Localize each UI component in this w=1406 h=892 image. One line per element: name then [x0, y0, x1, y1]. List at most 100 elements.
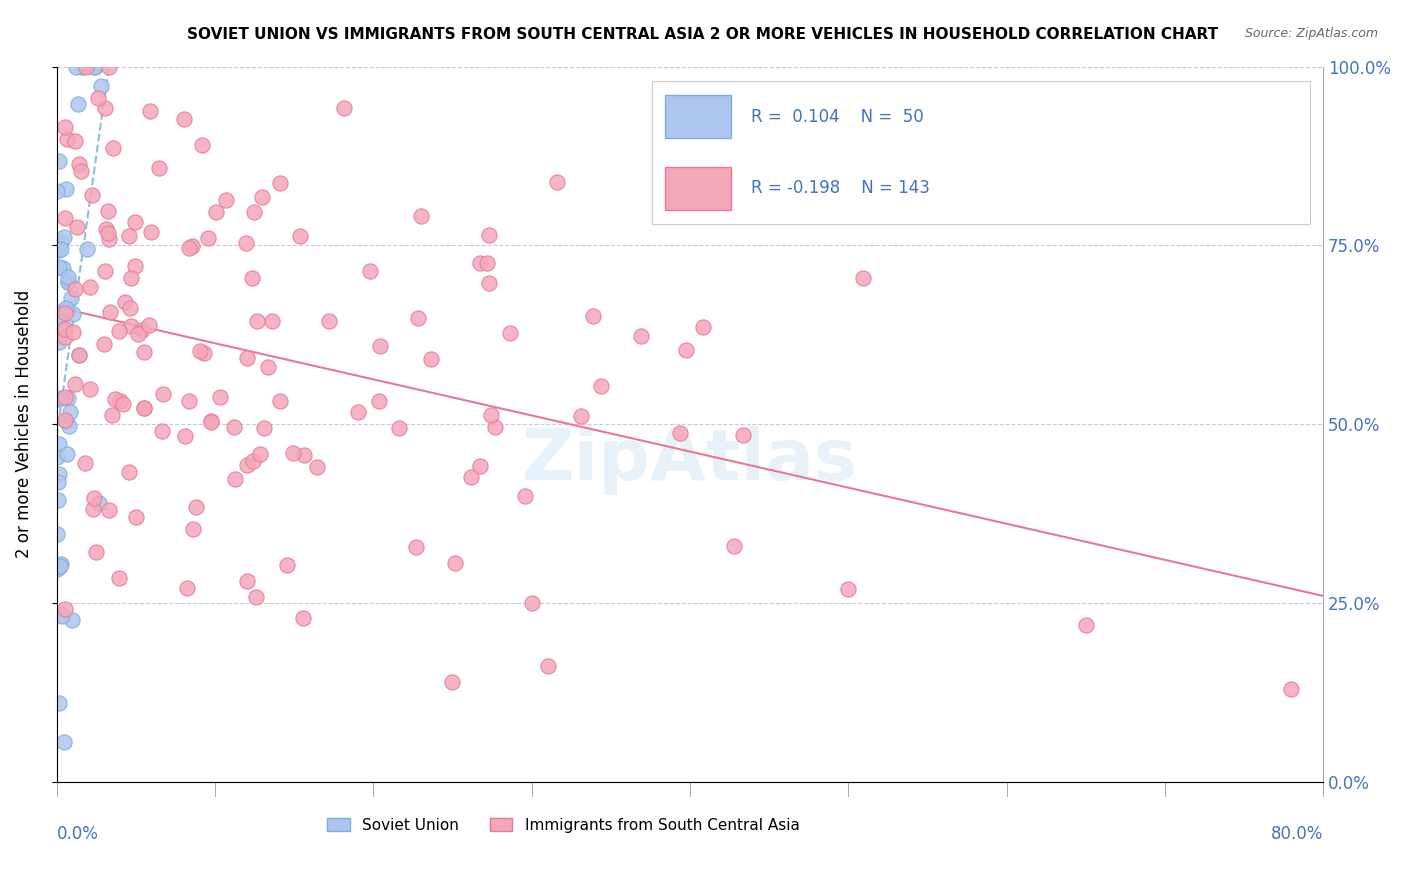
Point — [420, 351, 443, 366]
Point — [405, 540, 427, 554]
Point — [62, 325, 84, 339]
Point — [138, 318, 160, 333]
Point — [692, 320, 714, 334]
Point — [53, 306, 76, 320]
Point — [479, 408, 502, 422]
Point — [208, 390, 231, 404]
Point — [179, 393, 201, 408]
Point — [181, 522, 204, 536]
Point — [346, 405, 368, 419]
Point — [63, 377, 86, 392]
Point — [569, 409, 592, 423]
Point — [46, 450, 69, 465]
Point — [249, 447, 271, 461]
Legend: Soviet Union, Immigrants from South Central Asia: Soviet Union, Immigrants from South Cent… — [321, 812, 806, 838]
Point — [581, 309, 603, 323]
Point — [222, 419, 245, 434]
Point — [52, 322, 75, 336]
Point — [127, 326, 149, 341]
Point — [224, 472, 246, 486]
Point — [53, 322, 76, 336]
Point — [46, 493, 69, 508]
Point — [176, 581, 198, 595]
Point — [79, 382, 101, 396]
Point — [94, 222, 117, 236]
Point — [200, 415, 222, 429]
Point — [76, 243, 98, 257]
Point — [179, 240, 201, 254]
Point — [80, 187, 103, 202]
Point — [269, 394, 291, 409]
Point — [359, 264, 381, 278]
Point — [307, 460, 329, 475]
Point — [55, 301, 77, 315]
Point — [152, 386, 174, 401]
Point — [188, 344, 211, 359]
Point — [65, 60, 87, 74]
Point — [408, 311, 430, 326]
Point — [111, 397, 134, 411]
Point — [235, 236, 257, 251]
Point — [388, 421, 411, 435]
Point — [93, 337, 115, 351]
Point — [318, 313, 340, 327]
Point — [69, 348, 91, 362]
Point — [141, 225, 163, 239]
Point — [97, 203, 120, 218]
Point — [100, 409, 122, 423]
Point — [48, 313, 70, 327]
Text: Source: ZipAtlas.com: Source: ZipAtlas.com — [1244, 27, 1378, 40]
Point — [107, 324, 129, 338]
Point — [235, 574, 257, 588]
Point — [46, 527, 69, 541]
Point — [537, 658, 560, 673]
Point — [1074, 617, 1097, 632]
Point — [291, 611, 314, 625]
Point — [48, 334, 70, 349]
Point — [103, 141, 125, 155]
Point — [478, 277, 501, 291]
Point — [292, 448, 315, 462]
Point — [252, 421, 274, 435]
Point — [630, 329, 652, 343]
Point — [45, 392, 67, 406]
Point — [520, 596, 543, 610]
Point — [546, 175, 568, 189]
Point — [513, 489, 536, 503]
Point — [62, 307, 84, 321]
Point — [83, 60, 105, 74]
Y-axis label: 2 or more Vehicles in Household: 2 or more Vehicles in Household — [15, 290, 32, 558]
Point — [118, 229, 141, 244]
Point — [51, 609, 73, 624]
Point — [53, 329, 76, 343]
Point — [731, 428, 754, 442]
Point — [97, 502, 120, 516]
Point — [132, 401, 155, 416]
Point — [132, 401, 155, 415]
Point — [55, 182, 77, 196]
Point — [94, 101, 117, 115]
Point — [83, 60, 105, 74]
Point — [589, 379, 612, 393]
Point — [63, 282, 86, 296]
Point — [48, 153, 70, 168]
Point — [48, 260, 70, 275]
Point — [148, 161, 170, 175]
Point — [120, 271, 142, 285]
Point — [53, 230, 76, 244]
Point — [837, 582, 859, 596]
Point — [51, 261, 73, 276]
Point — [368, 394, 391, 409]
Point — [152, 425, 174, 439]
Point — [73, 456, 96, 470]
Point — [53, 602, 76, 616]
Point — [48, 437, 70, 451]
Point — [193, 346, 215, 360]
Point — [55, 414, 77, 428]
Point — [124, 260, 146, 274]
Point — [65, 134, 87, 148]
Point — [98, 232, 121, 246]
Point — [79, 279, 101, 293]
Point — [118, 466, 141, 480]
Point — [108, 571, 131, 585]
